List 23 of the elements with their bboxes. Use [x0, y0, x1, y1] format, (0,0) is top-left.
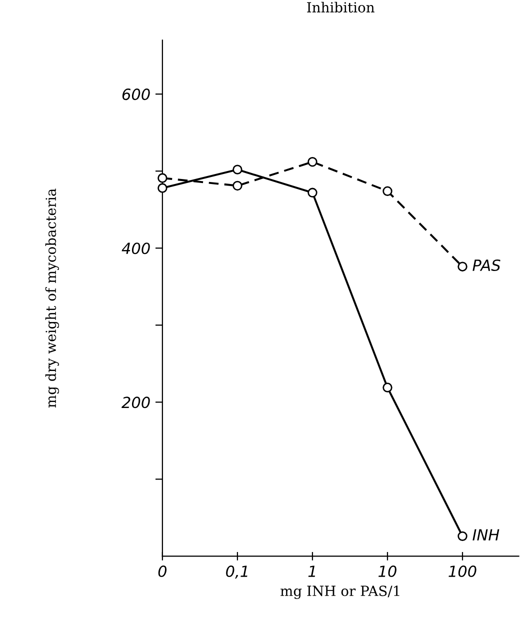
point: [308, 157, 318, 167]
y-axis-title: mg dry weight of mycobacteria: [45, 188, 59, 408]
x-tick-label: 0,1: [226, 566, 248, 579]
point: [382, 186, 392, 196]
point: [158, 183, 168, 193]
x-tick-label: 10: [378, 566, 396, 578]
point: [232, 164, 242, 174]
point: [382, 382, 392, 392]
chart-title: Inhibition: [307, 2, 374, 13]
x-tick-label: 100: [448, 566, 476, 578]
x-tick-label: 1: [308, 566, 316, 577]
x-tick-label: 0: [158, 566, 167, 578]
y-tick-label: 400: [122, 242, 150, 254]
x-axis-title: mg INH or PAS/1: [280, 586, 400, 600]
point: [232, 180, 242, 191]
point: [308, 188, 318, 198]
y-tick-label: 200: [122, 396, 150, 408]
y-tick-label: 600: [122, 88, 150, 100]
series-label: PAS: [472, 259, 500, 272]
series-label: INH: [472, 529, 500, 540]
point: [458, 262, 468, 272]
point: [458, 531, 468, 542]
point: [158, 173, 168, 183]
